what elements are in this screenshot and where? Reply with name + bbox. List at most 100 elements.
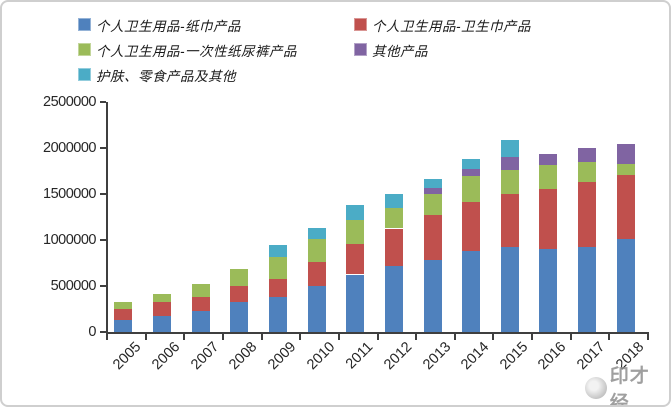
plot-area xyxy=(106,102,649,334)
bar-segment-2012-series1 xyxy=(384,228,403,267)
x-axis-tick xyxy=(415,334,418,340)
bar-segment-2011-series2 xyxy=(346,220,365,244)
bar-segment-2009-series2 xyxy=(268,257,287,279)
bar-segment-2005-series1 xyxy=(114,308,133,321)
legend-item-2: 个人卫生用品-一次性纸尿裤产品 xyxy=(78,37,354,62)
bar-segment-2005-series2 xyxy=(114,302,133,309)
bar-segment-2017-series0 xyxy=(578,246,597,332)
legend-label: 个人卫生用品-纸巾产品 xyxy=(96,18,241,34)
legend-swatch-icon xyxy=(354,43,367,56)
bar-segment-2013-series2 xyxy=(423,193,442,216)
y-axis-label: 2000000 xyxy=(43,140,96,156)
bar-segment-2016-series2 xyxy=(539,165,558,189)
bar-segment-2014-series2 xyxy=(462,175,481,203)
y-axis-tick xyxy=(100,239,106,241)
bar-segment-2018-series1 xyxy=(616,175,635,239)
x-axis-tick xyxy=(299,334,302,340)
x-axis-label-2009: 2009 xyxy=(265,339,300,374)
bar-segment-2015-series0 xyxy=(500,246,519,332)
legend-swatch-icon xyxy=(78,43,91,56)
x-axis-tick xyxy=(337,334,340,340)
bar-segment-2013-series4 xyxy=(423,178,442,188)
bar-segment-2006-series1 xyxy=(153,302,172,317)
x-axis-label-2011: 2011 xyxy=(343,339,377,373)
watermark: 印才经 xyxy=(585,361,669,407)
bar-segment-2015-series1 xyxy=(500,193,519,247)
bar-segment-2016-series3 xyxy=(539,153,558,166)
bar-segment-2011-series1 xyxy=(346,243,365,275)
watermark-logo-icon xyxy=(585,377,607,399)
x-axis-tick xyxy=(376,334,379,340)
x-axis-label-2006: 2006 xyxy=(149,339,184,374)
bar-segment-2012-series0 xyxy=(384,266,403,332)
legend-item-0: 个人卫生用品-纸巾产品 xyxy=(78,12,354,37)
bar-segment-2015-series3 xyxy=(500,156,519,171)
legend-item-4: 护肤、零食产品及其他 xyxy=(78,62,354,87)
bar-segment-2011-series4 xyxy=(346,205,365,221)
bar-segment-2015-series4 xyxy=(500,140,519,157)
bar-segment-2017-series1 xyxy=(578,182,597,247)
bar-segment-2016-series1 xyxy=(539,188,558,249)
legend-label: 护肤、零食产品及其他 xyxy=(96,68,236,84)
x-axis-label-2013: 2013 xyxy=(419,339,454,374)
legend-swatch-icon xyxy=(78,68,91,81)
x-axis-label-2015: 2015 xyxy=(496,339,532,374)
y-axis-tick xyxy=(100,193,106,195)
x-axis-tick xyxy=(453,334,456,340)
x-axis-tick xyxy=(647,334,649,340)
bar-segment-2010-series1 xyxy=(307,262,326,287)
bar-segment-2005-series0 xyxy=(114,320,133,332)
y-axis-label: 0 xyxy=(88,324,96,340)
legend-swatch-icon xyxy=(78,18,91,31)
x-axis-tick xyxy=(608,334,611,340)
bar-segment-2013-series0 xyxy=(423,260,442,332)
x-axis-tick xyxy=(492,334,495,340)
bar-segment-2011-series0 xyxy=(346,274,365,332)
bar-segment-2010-series0 xyxy=(307,286,326,332)
bar-segment-2006-series2 xyxy=(153,293,172,303)
bar-segment-2015-series2 xyxy=(500,170,519,194)
y-axis-label: 1500000 xyxy=(43,186,96,202)
legend-swatch-icon xyxy=(354,18,367,31)
bar-segment-2018-series2 xyxy=(616,163,635,176)
x-axis-label-2010: 2010 xyxy=(303,339,338,374)
x-axis-label-2016: 2016 xyxy=(535,339,570,374)
bar-segment-2012-series4 xyxy=(384,194,403,209)
legend-item-1: 个人卫生用品-卫生巾产品 xyxy=(354,12,598,37)
y-axis-tick xyxy=(100,331,106,333)
y-axis-label: 2500000 xyxy=(43,94,96,110)
x-axis-tick xyxy=(221,334,224,340)
bar-segment-2010-series2 xyxy=(307,238,326,263)
bar-segment-2014-series1 xyxy=(462,202,481,251)
bar-segment-2008-series0 xyxy=(230,302,249,332)
bar-segment-2007-series0 xyxy=(191,311,210,332)
legend-label: 个人卫生用品-卫生巾产品 xyxy=(372,18,531,34)
bar-segment-2009-series1 xyxy=(268,278,287,298)
bar-segment-2007-series2 xyxy=(191,283,210,298)
bar-segment-2016-series0 xyxy=(539,248,558,332)
x-axis-label-2005: 2005 xyxy=(110,339,145,374)
bar-segment-2008-series2 xyxy=(230,268,249,286)
bar-segment-2010-series4 xyxy=(307,227,326,239)
bar-segment-2009-series0 xyxy=(268,297,287,332)
y-axis-label: 500000 xyxy=(50,278,97,294)
y-axis-tick xyxy=(100,147,106,149)
x-axis-tick xyxy=(260,334,263,340)
x-axis-label-2008: 2008 xyxy=(226,339,261,374)
x-axis-tick xyxy=(144,334,147,340)
chart-legend: 个人卫生用品-纸巾产品 个人卫生用品-卫生巾产品个人卫生用品-一次性纸尿裤产品 其他… xyxy=(78,12,608,87)
bar-segment-2013-series3 xyxy=(423,188,442,194)
watermark-text: 印才经 xyxy=(609,366,650,407)
bar-segment-2007-series1 xyxy=(191,297,210,312)
x-axis-label-2012: 2012 xyxy=(381,339,416,374)
legend-item-3: 其他产品 xyxy=(354,37,598,62)
bar-segment-2014-series3 xyxy=(462,169,481,176)
x-axis-tick xyxy=(106,334,108,340)
bar-segment-2017-series3 xyxy=(578,148,597,162)
x-axis-tick xyxy=(569,334,572,340)
bar-segment-2006-series0 xyxy=(153,316,172,332)
bar-segment-2009-series4 xyxy=(268,245,287,257)
bar-segment-2014-series0 xyxy=(462,250,481,332)
x-axis-label-2007: 2007 xyxy=(187,339,222,374)
